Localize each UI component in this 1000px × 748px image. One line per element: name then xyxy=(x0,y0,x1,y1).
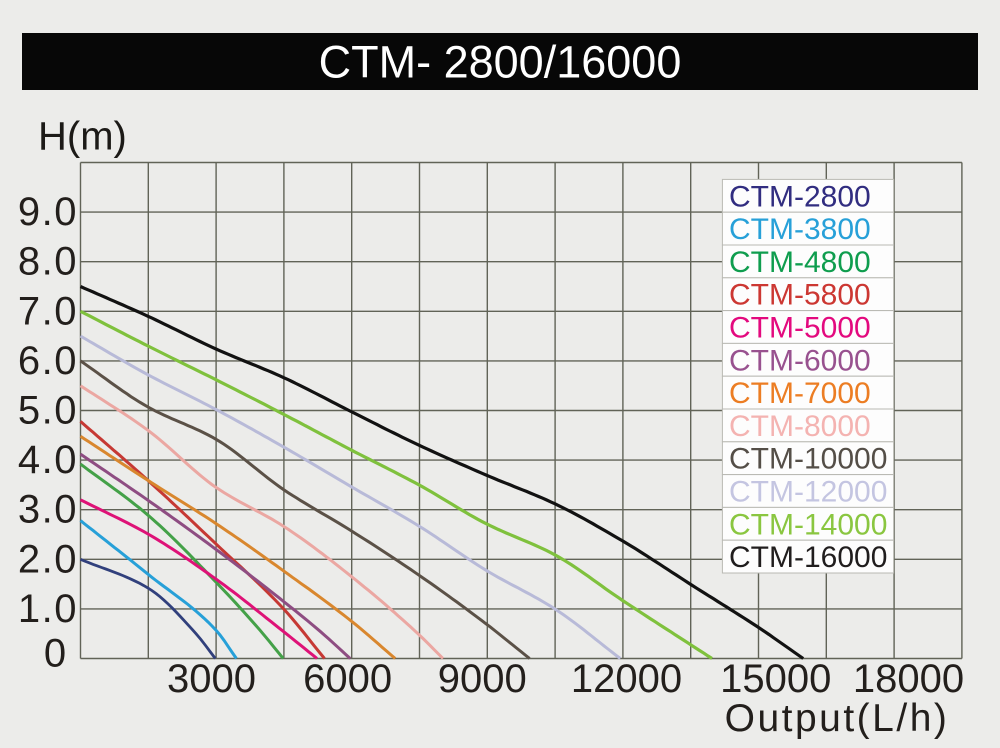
svg-text:CTM-7000: CTM-7000 xyxy=(729,377,871,410)
svg-text:CTM-8000: CTM-8000 xyxy=(729,410,871,443)
svg-text:CTM-5800: CTM-5800 xyxy=(729,279,871,312)
svg-text:8.0: 8.0 xyxy=(18,240,78,284)
svg-text:CTM-2800: CTM-2800 xyxy=(729,180,871,213)
svg-text:0: 0 xyxy=(44,632,66,676)
svg-text:4.0: 4.0 xyxy=(18,438,78,482)
svg-text:CTM-4800: CTM-4800 xyxy=(729,246,871,279)
svg-text:1.0: 1.0 xyxy=(18,587,78,631)
svg-text:CTM- 2800/16000: CTM- 2800/16000 xyxy=(319,37,682,88)
svg-text:CTM-12000: CTM-12000 xyxy=(729,476,887,509)
svg-text:CTM-14000: CTM-14000 xyxy=(729,508,887,541)
svg-text:CTM-5000: CTM-5000 xyxy=(729,312,871,345)
svg-text:CTM-10000: CTM-10000 xyxy=(729,443,887,476)
svg-text:12000: 12000 xyxy=(571,657,682,701)
svg-text:Output(L/h): Output(L/h) xyxy=(725,697,950,740)
svg-text:18000: 18000 xyxy=(853,657,964,701)
svg-text:3000: 3000 xyxy=(167,657,256,701)
svg-text:3.0: 3.0 xyxy=(18,488,78,532)
svg-text:6.0: 6.0 xyxy=(18,339,78,383)
svg-text:7.0: 7.0 xyxy=(18,289,78,333)
svg-text:15000: 15000 xyxy=(720,657,831,701)
svg-text:H(m): H(m) xyxy=(38,115,127,159)
svg-text:6000: 6000 xyxy=(303,657,392,701)
svg-text:CTM-6000: CTM-6000 xyxy=(729,344,871,377)
svg-text:CTM-16000: CTM-16000 xyxy=(729,541,887,574)
svg-text:9.0: 9.0 xyxy=(18,190,78,234)
svg-text:9000: 9000 xyxy=(438,657,527,701)
svg-text:2.0: 2.0 xyxy=(18,537,78,581)
svg-text:5.0: 5.0 xyxy=(18,389,78,433)
svg-text:CTM-3800: CTM-3800 xyxy=(729,213,871,246)
